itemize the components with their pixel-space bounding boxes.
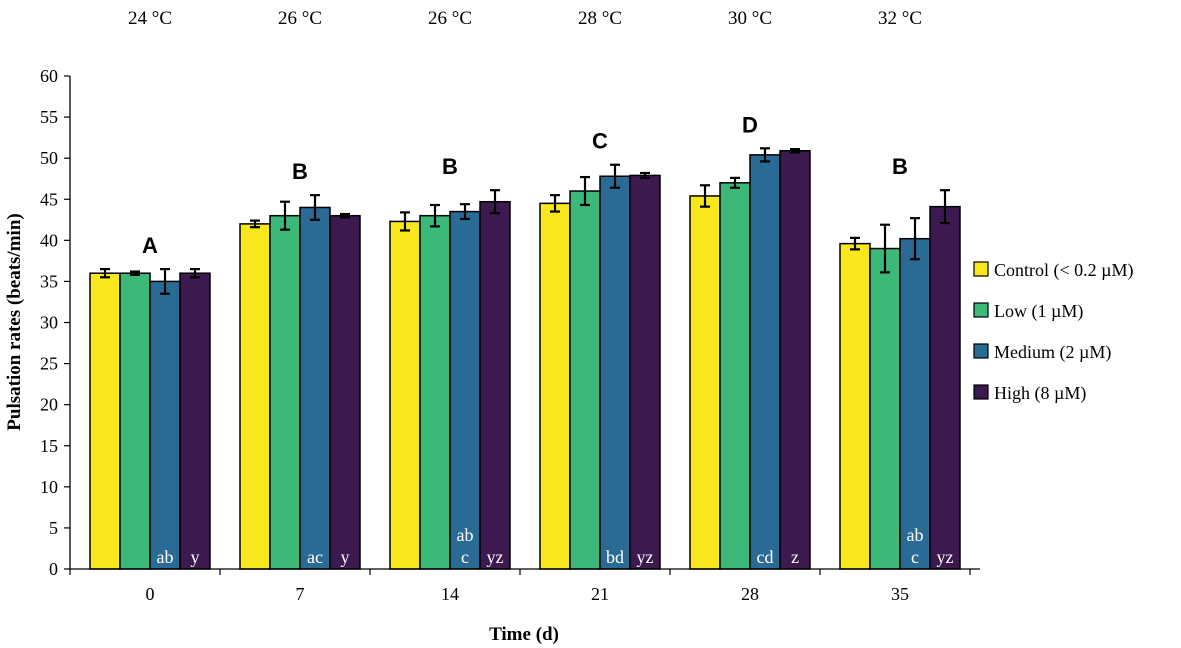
bar-significance-label: bd xyxy=(606,547,624,567)
temperature-labels: 24 °C 26 °C 26 °C 28 °C 30 °C 32 °C xyxy=(128,8,922,29)
x-tick-label: 0 xyxy=(146,584,155,604)
y-tick-label: 20 xyxy=(40,395,58,415)
bar-group: abc yz B xyxy=(389,154,511,570)
temperature-label: 26 °C xyxy=(278,8,322,29)
bar xyxy=(389,220,421,570)
y-tick-label: 10 xyxy=(40,477,58,497)
bar xyxy=(719,182,751,570)
group-letter: B xyxy=(892,154,908,179)
legend-item: Medium (2 µM) xyxy=(973,342,1111,363)
bar xyxy=(179,272,211,570)
bar-significance-label: y xyxy=(341,547,350,567)
bar-significance-label: ac xyxy=(307,547,323,567)
bar xyxy=(149,280,181,570)
temperature-label: 28 °C xyxy=(578,8,622,29)
y-axis: 0 5 10 15 20 25 30 35 40 45 50 55 60 xyxy=(40,66,71,579)
x-axis: 0 7 14 21 28 35 xyxy=(69,568,980,604)
bar xyxy=(599,175,631,570)
legend-swatch xyxy=(973,302,989,318)
group-letter: B xyxy=(292,159,308,184)
x-tick-label: 7 xyxy=(296,584,305,604)
y-axis-label: Pulsation rates (beats/min) xyxy=(4,213,25,430)
y-tick-label: 35 xyxy=(40,271,58,291)
x-axis-label: Time (d) xyxy=(489,624,559,645)
bar-significance-label: cd xyxy=(757,547,774,567)
bar-group: bd yz C xyxy=(539,129,661,570)
legend-label: Medium (2 µM) xyxy=(994,342,1111,363)
bar xyxy=(419,214,451,570)
bar xyxy=(779,150,811,570)
bar-significance-label: yz xyxy=(487,547,504,567)
bar-significance-label: c xyxy=(461,547,469,567)
bar xyxy=(689,195,721,570)
bar-significance-label: yz xyxy=(637,547,654,567)
bar xyxy=(869,247,901,570)
legend: Control (< 0.2 µM) Low (1 µM) Medium (2 µM… xyxy=(973,260,1134,404)
group-letter: D xyxy=(742,112,758,137)
legend-item: High (8 µM) xyxy=(973,383,1086,404)
temperature-label: 30 °C xyxy=(728,8,772,29)
group-letter: B xyxy=(442,154,458,179)
bar-significance-label: y xyxy=(191,547,200,567)
bar xyxy=(449,210,481,570)
legend-label: Low (1 µM) xyxy=(994,301,1083,322)
y-tick-label: 50 xyxy=(40,148,58,168)
x-tick-label: 35 xyxy=(891,584,909,604)
x-tick-label: 14 xyxy=(441,584,459,604)
bar xyxy=(269,214,301,570)
bar xyxy=(329,214,361,570)
bar xyxy=(899,237,931,570)
bar-significance-label: ab xyxy=(457,525,474,545)
bar xyxy=(239,223,271,570)
bar xyxy=(89,272,121,570)
y-tick-label: 55 xyxy=(40,107,58,127)
y-tick-label: 45 xyxy=(40,189,58,209)
bar-significance-label: yz xyxy=(937,547,954,567)
bar xyxy=(299,206,331,570)
bar-group: ac y B xyxy=(239,159,361,570)
legend-swatch xyxy=(973,384,989,400)
y-tick-label: 25 xyxy=(40,354,58,374)
bar xyxy=(479,200,511,570)
bar-group: cd z D xyxy=(689,112,811,570)
y-tick-label: 30 xyxy=(40,313,58,333)
bar xyxy=(569,190,601,570)
group-letter: C xyxy=(592,129,608,154)
bar-significance-label: c xyxy=(911,547,919,567)
bar xyxy=(539,202,571,570)
bar-significance-label: ab xyxy=(157,547,174,567)
bar-group: ab y A xyxy=(89,233,211,570)
temperature-label: 24 °C xyxy=(128,8,172,29)
bar xyxy=(629,174,661,570)
x-tick-label: 28 xyxy=(741,584,759,604)
legend-swatch xyxy=(973,261,989,277)
group-letter: A xyxy=(142,233,158,258)
legend-label: Control (< 0.2 µM) xyxy=(994,260,1134,281)
legend-swatch xyxy=(973,343,989,359)
y-tick-label: 5 xyxy=(49,518,58,538)
legend-item: Control (< 0.2 µM) xyxy=(973,260,1134,281)
bar xyxy=(119,272,151,570)
y-tick-label: 60 xyxy=(40,66,58,86)
bar xyxy=(839,242,871,570)
y-tick-label: 15 xyxy=(40,436,58,456)
bar xyxy=(929,205,961,570)
temperature-label: 32 °C xyxy=(878,8,922,29)
bar-significance-label: ab xyxy=(907,525,924,545)
y-tick-label: 40 xyxy=(40,230,58,250)
temperature-label: 26 °C xyxy=(428,8,472,29)
x-tick-label: 21 xyxy=(591,584,609,604)
y-tick-label: 0 xyxy=(49,559,58,579)
legend-label: High (8 µM) xyxy=(994,383,1086,404)
legend-item: Low (1 µM) xyxy=(973,301,1083,322)
bar-significance-label: z xyxy=(791,547,799,567)
bar xyxy=(749,154,781,570)
bar-group: abc yz B xyxy=(839,154,961,570)
